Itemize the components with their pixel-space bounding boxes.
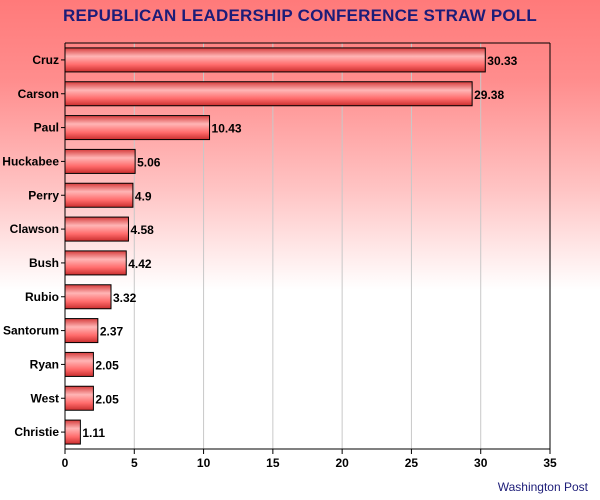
bar-rubio [64, 284, 112, 310]
value-label: 30.33 [487, 54, 517, 68]
bar-bush [64, 250, 127, 276]
bar-carson [64, 81, 473, 107]
x-tick-label: 30 [474, 456, 488, 470]
value-label: 1.11 [82, 426, 105, 440]
x-tick-label: 25 [405, 456, 419, 470]
bar-clawson [64, 216, 129, 242]
chart-title: REPUBLICAN LEADERSHIP CONFERENCE STRAW P… [63, 6, 537, 25]
x-tick-label: 0 [62, 456, 69, 470]
value-label: 2.37 [100, 325, 124, 339]
bar-cruz [64, 47, 486, 73]
category-label: Rubio [25, 290, 59, 304]
category-label: Ryan [30, 357, 59, 371]
value-label: 29.38 [474, 88, 504, 102]
x-tick-label: 10 [197, 456, 211, 470]
labels: Cruz 30.33 Carson 29.38 Paul 10.43 Huckabee 5.0… [2, 53, 557, 470]
bar-west [64, 385, 94, 411]
x-tick-label: 35 [543, 456, 557, 470]
axes [61, 42, 551, 454]
bar-santorum [64, 318, 99, 344]
bar-christie [64, 419, 81, 445]
category-label: Cruz [32, 53, 59, 67]
x-tick-label: 20 [335, 456, 349, 470]
value-label: 3.32 [113, 291, 137, 305]
source-credit: Washington Post [497, 480, 588, 494]
category-label: Santorum [3, 324, 59, 338]
category-label: Perry [28, 188, 59, 202]
value-label: 4.42 [128, 257, 152, 271]
bar-huckabee [64, 148, 136, 174]
value-label: 4.58 [130, 223, 154, 237]
bar-ryan [64, 351, 94, 377]
x-tick-label: 5 [131, 456, 138, 470]
category-label: West [31, 391, 59, 405]
value-label: 2.05 [95, 392, 119, 406]
category-label: Christie [14, 425, 59, 439]
bars [64, 47, 486, 445]
value-label: 2.05 [95, 358, 119, 372]
value-label: 10.43 [212, 122, 242, 136]
category-label: Huckabee [2, 154, 59, 168]
category-label: Clawson [10, 222, 59, 236]
x-tick-label: 15 [266, 456, 280, 470]
value-label: 5.06 [137, 155, 161, 169]
category-label: Bush [29, 256, 59, 270]
value-label: 4.9 [135, 189, 152, 203]
bar-perry [64, 182, 134, 208]
bar-paul [64, 115, 211, 141]
category-label: Paul [34, 121, 59, 135]
category-label: Carson [18, 87, 59, 101]
